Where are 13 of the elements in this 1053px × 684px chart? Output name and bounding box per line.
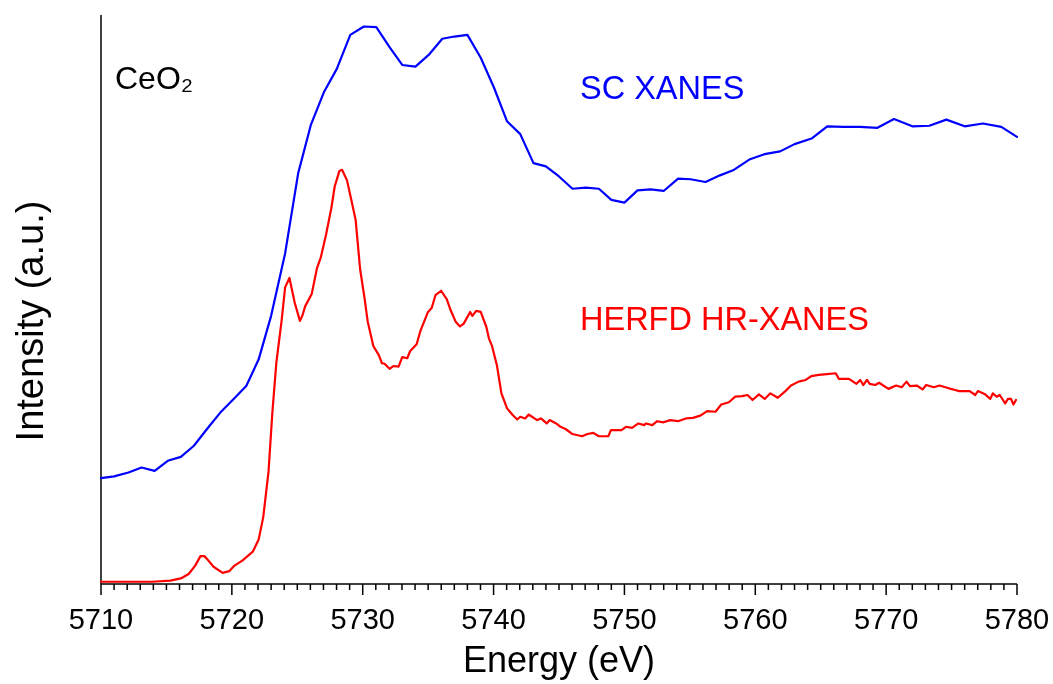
x-tick-label: 5770 (853, 603, 919, 635)
x-tick-label: 5730 (330, 603, 395, 635)
x-tick-label: 5720 (199, 603, 265, 635)
x-tick-label: 5710 (68, 603, 134, 635)
y-axis-title: Intensity (a.u.) (9, 200, 51, 442)
x-tick-label: 5750 (592, 603, 657, 635)
x-tick-label: 5780 (984, 603, 1050, 635)
x-tick-label: 5760 (723, 603, 788, 635)
series-label: SC XANES (580, 70, 745, 106)
x-tick-label: 5740 (461, 603, 526, 635)
x-axis-title: Energy (eV) (462, 639, 656, 680)
series-label: HERFD HR-XANES (580, 301, 869, 337)
annotation: CeO₂ (115, 60, 194, 96)
